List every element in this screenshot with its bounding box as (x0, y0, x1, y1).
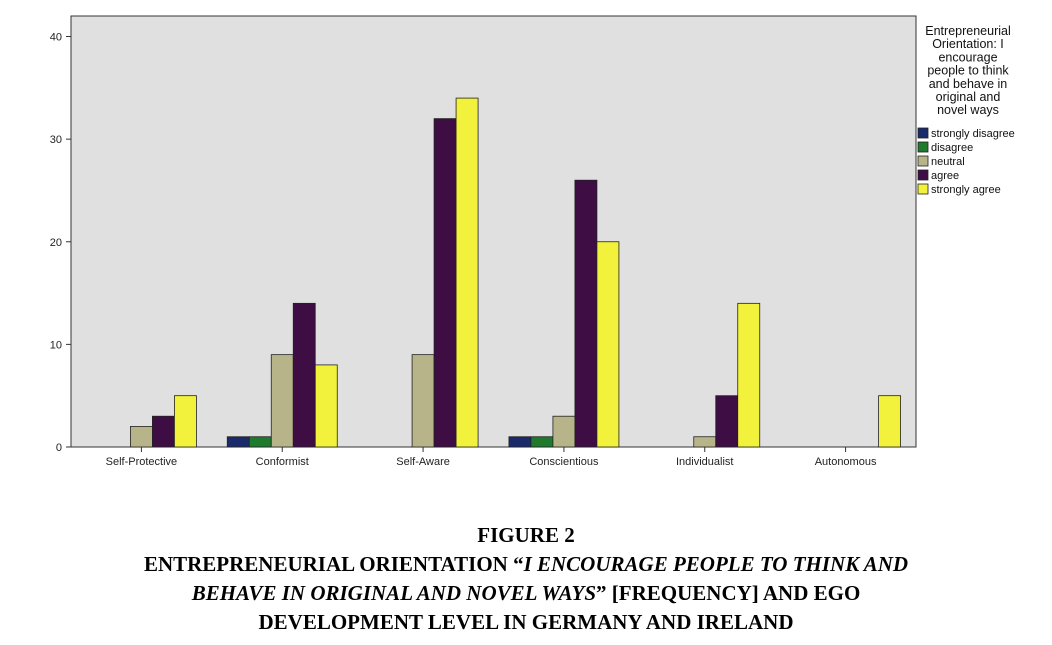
caption-line-1-prefix: ENTREPRENEURIAL ORIENTATION “ (143, 552, 524, 576)
legend-entry-label: neutral (931, 156, 965, 168)
x-tick-label: Autonomous (815, 456, 877, 468)
bar-disagree-conscientious (530, 436, 554, 448)
bar-neutral-conscientious (552, 415, 576, 448)
caption-line-2-italic: BEHAVE IN ORIGINAL AND NOVEL WAYS (191, 581, 597, 605)
bar-strongly-disagree-conscientious (508, 436, 532, 448)
bar-strongly-disagree-conformist (226, 436, 250, 448)
legend-entry-label: strongly disagree (931, 128, 1015, 140)
x-tick-label: Self-Aware (396, 456, 450, 468)
x-tick-label: Conscientious (529, 456, 599, 468)
bar-chart: 0 10 20 30 40 Self-Protective Conformist Self-A… (50, 15, 1015, 468)
y-tick-label: 0 (56, 442, 62, 454)
x-tick-label: Individualist (676, 456, 733, 468)
bar-neutral-conformist (270, 354, 294, 448)
caption-line-2: BEHAVE IN ORIGINAL AND NOVEL WAYS” [FREQ… (0, 579, 1052, 608)
legend-swatch (917, 141, 929, 153)
x-tick-label: Self-Protective (106, 456, 178, 468)
y-tick-label: 30 (50, 134, 62, 146)
caption-line-3: DEVELOPMENT LEVEL IN GERMANY AND IRELAND (258, 610, 794, 634)
legend-entry-label: strongly agree (931, 184, 1001, 196)
bar-strongly-agree-individualist (737, 302, 761, 448)
legend-swatch (917, 183, 929, 195)
plot-area (70, 15, 917, 448)
bar-neutral-individualist (693, 436, 717, 448)
axes-group: 0 10 20 30 40 Self-Protective Conformist Self-A… (50, 32, 877, 468)
caption-line-1-italic: I ENCOURAGE PEOPLE TO THINK AND (523, 552, 909, 576)
legend-swatch (917, 155, 929, 167)
legend-swatch (917, 169, 929, 181)
bar-agree-conscientious (574, 179, 598, 448)
figure-caption: FIGURE 2 ENTREPRENEURIAL ORIENTATION “I … (0, 521, 1052, 637)
bar-neutral-self-protective (130, 426, 153, 448)
bar-disagree-conformist (248, 436, 272, 448)
bar-agree-self-protective (152, 415, 175, 448)
bar-strongly-agree-autonomous (878, 395, 901, 448)
x-tick-label: Conformist (256, 456, 309, 468)
bar-strongly-agree-conformist (314, 364, 338, 448)
bar-strongly-agree-self-aware (455, 97, 479, 448)
legend-title-line: encourage (938, 50, 997, 64)
bars-group (130, 97, 901, 448)
bar-strongly-agree-conscientious (596, 241, 620, 448)
bar-agree-self-aware (433, 118, 457, 448)
bar-agree-individualist (715, 395, 739, 448)
legend-title-line: novel ways (937, 103, 999, 117)
legend-title-line: people to think (927, 64, 1009, 78)
caption-line-1: ENTREPRENEURIAL ORIENTATION “I ENCOURAGE… (0, 550, 1052, 579)
legend-entry-label: agree (931, 170, 959, 182)
legend-title-line: Entrepreneurial (925, 24, 1010, 38)
caption-line-2-suffix: ” [FREQUENCY] AND EGO (596, 581, 861, 605)
y-tick-label: 40 (50, 32, 62, 44)
legend-title-line: original and (936, 90, 1001, 104)
figure-label: FIGURE 2 (477, 523, 575, 547)
legend-title-line: Orientation: I (932, 37, 1004, 51)
legend-title-line: and behave in (929, 77, 1008, 91)
bar-strongly-agree-self-protective (174, 395, 197, 448)
bar-agree-conformist (292, 302, 316, 448)
y-tick-label: 10 (50, 339, 62, 351)
bar-neutral-self-aware (411, 354, 435, 448)
y-tick-label: 20 (50, 237, 62, 249)
legend-swatch (917, 127, 929, 139)
legend-entry-label: disagree (931, 142, 973, 154)
